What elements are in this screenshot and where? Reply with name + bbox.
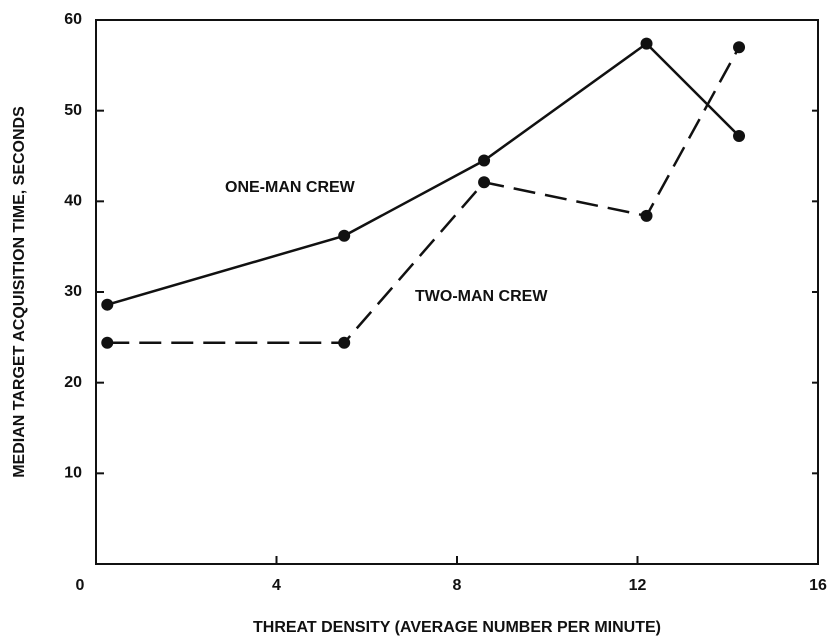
y-tick-label: 50 <box>64 102 82 119</box>
y-tick-label: 20 <box>64 374 82 391</box>
x-tick-label: 8 <box>453 577 462 594</box>
data-point <box>640 37 653 50</box>
data-point <box>733 41 746 54</box>
y-tick-label: 30 <box>64 283 82 300</box>
data-point <box>478 154 491 167</box>
y-tick-label: 60 <box>64 11 82 28</box>
data-point <box>733 130 746 143</box>
data-point <box>338 336 351 349</box>
x-tick-label: 0 <box>76 577 85 594</box>
data-point <box>478 176 491 189</box>
x-axis-title: THREAT DENSITY (AVERAGE NUMBER PER MINUT… <box>253 619 661 636</box>
series-line <box>106 41 740 306</box>
x-tick-label: 16 <box>809 577 827 594</box>
annotation: ONE-MAN CREW <box>225 179 356 196</box>
y-axis-title: MEDIAN TARGET ACQUISITION TIME, SECONDS <box>11 106 28 478</box>
x-tick-label: 4 <box>272 577 281 594</box>
data-point <box>338 229 351 242</box>
data-point <box>640 209 653 222</box>
data-point <box>101 298 114 311</box>
data-point <box>101 336 114 349</box>
annotation: TWO-MAN CREW <box>415 288 548 305</box>
y-tick-label: 40 <box>64 193 82 210</box>
x-tick-label: 12 <box>629 577 647 594</box>
y-tick-label: 10 <box>64 465 82 482</box>
